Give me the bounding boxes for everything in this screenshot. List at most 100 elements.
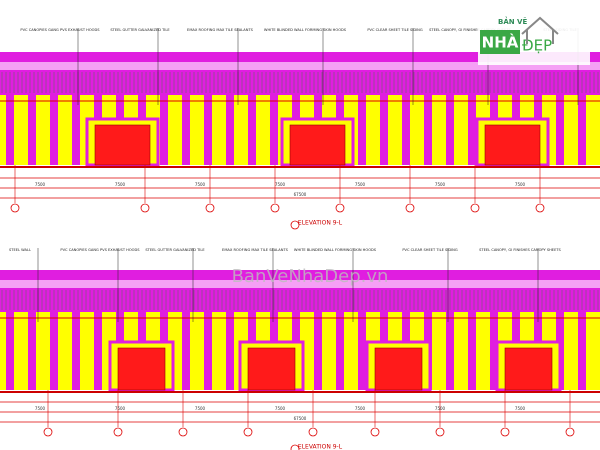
column: [94, 312, 102, 390]
dimension-label: 7500: [435, 406, 446, 411]
logo-top: BẢN VẼ: [498, 16, 527, 26]
logo-left: NHÀ: [482, 33, 519, 52]
dimension-label: 7500: [195, 182, 206, 187]
door: [94, 124, 151, 166]
dimension-label: 67500: [294, 416, 307, 421]
logo-house: [521, 16, 559, 44]
axis-bubble: [43, 427, 53, 437]
elevation-title: ELEVATION 9-L: [298, 220, 343, 227]
column: [226, 312, 234, 390]
column: [424, 95, 432, 165]
door: [374, 347, 423, 391]
dimension-label: 7500: [35, 406, 46, 411]
column: [402, 95, 410, 165]
column: [204, 312, 212, 390]
column: [556, 95, 564, 165]
column: [72, 95, 80, 165]
column: [226, 95, 234, 165]
column: [50, 95, 58, 165]
axis-bubble: [535, 203, 545, 213]
title-bubble: [290, 220, 300, 230]
column: [6, 312, 14, 390]
door: [484, 124, 541, 166]
logo-right: ĐẸP: [522, 37, 552, 55]
axis-bubble: [470, 203, 480, 213]
annotation: PVC CLEAR SHEET TILE SIDING: [367, 28, 423, 32]
dimension-label: 7500: [195, 406, 206, 411]
column: [248, 95, 256, 165]
axis-bubble: [370, 427, 380, 437]
dimension-label: 7500: [115, 182, 126, 187]
axis-bubble: [270, 203, 280, 213]
column: [490, 312, 498, 390]
column: [336, 312, 344, 390]
axis-bubble: [435, 427, 445, 437]
column: [182, 312, 190, 390]
annotation: WHITE BLINDED WALL FORMING SKIN HOODS: [294, 248, 377, 252]
column: [28, 312, 36, 390]
roof-fascia: [0, 280, 600, 288]
column: [446, 95, 454, 165]
title-bubble: [290, 444, 300, 450]
axis-bubble: [565, 427, 575, 437]
axis-bubble: [500, 427, 510, 437]
column: [314, 312, 322, 390]
logo-box: [480, 30, 520, 54]
column: [380, 95, 388, 165]
annotation: PVC CLEAR SHEET TILE SIDING: [402, 248, 458, 252]
roof-fascia: [0, 62, 600, 70]
dimension-label: 7500: [515, 406, 526, 411]
annotation: STEEL GUTTER GALVANIZED TILE: [110, 28, 170, 32]
dimension-label: 7500: [515, 182, 526, 187]
column: [204, 95, 212, 165]
axis-bubble: [178, 427, 188, 437]
axis-bubble: [10, 203, 20, 213]
annotation: PVC CANOPIES GANG PVS EXHAUST HOODS: [20, 28, 100, 32]
annotation: STEEL WALL: [9, 248, 31, 252]
axis-bubble: [243, 427, 253, 437]
dimension-label: 67500: [294, 192, 307, 197]
column: [6, 95, 14, 165]
dimension-label: 7500: [435, 182, 446, 187]
column: [446, 312, 454, 390]
axis-bubble: [140, 203, 150, 213]
door: [247, 347, 296, 391]
dimension-label: 7500: [355, 182, 366, 187]
dimension-label: 7500: [275, 406, 286, 411]
annotation: STEEL CANOPY, GI FINISHES CANOPY SHEETS: [429, 28, 511, 32]
column: [50, 312, 58, 390]
column: [358, 95, 366, 165]
column: [578, 312, 586, 390]
axis-bubble: [335, 203, 345, 213]
annotation: EMAX ROOFING MAX TILE SEALANTS: [187, 28, 254, 32]
column: [72, 312, 80, 390]
column: [358, 312, 366, 390]
column: [28, 95, 36, 165]
watermark: BanVeNhaDep.vn: [232, 266, 389, 287]
annotation: EMAX ROOFING MAX TILE SEALANTS: [222, 248, 289, 252]
dimension-label: 7500: [355, 406, 366, 411]
door: [117, 347, 166, 391]
elevation-title: ELEVATION 9-L: [298, 444, 343, 450]
dimension-label: 7500: [115, 406, 126, 411]
column: [270, 95, 278, 165]
column: [182, 95, 190, 165]
annotation: PVC CANOPIES GANG PVS EXHAUST HOODS: [60, 248, 140, 252]
annotation: WHITE BLINDED WALL FORMING SKIN HOODS: [264, 28, 347, 32]
column: [468, 312, 476, 390]
annotation: STEEL GUTTER GALVANIZED TILE: [145, 248, 205, 252]
axis-bubble: [205, 203, 215, 213]
annotation: STEEL CANOPY, GI FINISHES CANOPY SHEETS: [479, 248, 561, 252]
roof-band: [0, 270, 600, 312]
dimension-label: 7500: [275, 182, 286, 187]
axis-bubble: [113, 427, 123, 437]
dimension-label: 7500: [35, 182, 46, 187]
door: [289, 124, 346, 166]
axis-bubble: [405, 203, 415, 213]
column: [160, 95, 168, 165]
column: [578, 95, 586, 165]
column: [468, 95, 476, 165]
axis-bubble: [308, 427, 318, 437]
door: [504, 347, 553, 391]
